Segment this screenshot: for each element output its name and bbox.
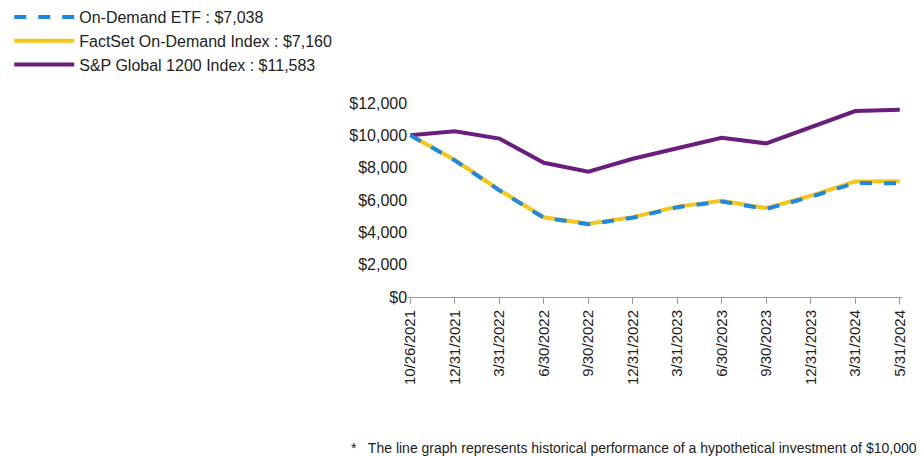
svg-text:$4,000: $4,000 (358, 224, 407, 241)
svg-text:12/31/2023: 12/31/2023 (802, 310, 819, 385)
svg-text:9/30/2023: 9/30/2023 (757, 310, 774, 377)
svg-text:S&P Global 1200 Index : $11,58: S&P Global 1200 Index : $11,583 (79, 57, 315, 74)
svg-text:$2,000: $2,000 (358, 256, 407, 273)
svg-text:6/30/2022: 6/30/2022 (535, 310, 552, 377)
svg-text:9/30/2022: 9/30/2022 (579, 310, 596, 377)
svg-text:$8,000: $8,000 (358, 159, 407, 176)
svg-text:On-Demand ETF : $7,038: On-Demand ETF : $7,038 (79, 9, 263, 26)
svg-text:FactSet On-Demand Index : $7,1: FactSet On-Demand Index : $7,160 (79, 33, 332, 50)
svg-text:5/31/2024: 5/31/2024 (891, 310, 908, 377)
svg-text:12/31/2021: 12/31/2021 (446, 310, 463, 385)
svg-text:$10,000: $10,000 (349, 127, 407, 144)
svg-text:3/31/2022: 3/31/2022 (490, 310, 507, 377)
svg-text:$12,000: $12,000 (349, 95, 407, 112)
svg-text:$6,000: $6,000 (358, 192, 407, 209)
svg-text:3/31/2024: 3/31/2024 (846, 310, 863, 377)
svg-text:6/30/2023: 6/30/2023 (713, 310, 730, 377)
svg-text:12/31/2022: 12/31/2022 (624, 310, 641, 385)
svg-text:* The line graph represents: * The line graph represents historical p… (351, 440, 917, 456)
svg-text:$0: $0 (389, 289, 407, 306)
svg-text:10/26/2021: 10/26/2021 (401, 310, 418, 385)
svg-text:3/31/2023: 3/31/2023 (668, 310, 685, 377)
